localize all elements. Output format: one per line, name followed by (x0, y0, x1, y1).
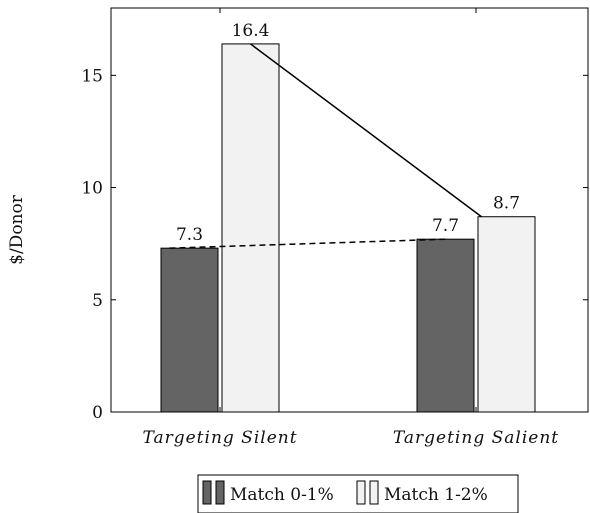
legend-swatch-match-1-2-b (369, 480, 379, 505)
data-label-match-1-2-targeting-salient: 8.7 (493, 194, 520, 214)
data-label-match-1-2-targeting-silent: 16.4 (232, 21, 270, 41)
bar-match-0-1-targeting-salient (416, 238, 475, 413)
y-tick-label: 15 (81, 66, 103, 86)
y-axis-label: $/Donor (7, 194, 27, 265)
y-tick-label: 10 (81, 179, 103, 199)
legend-swatch-match-0-1-b (215, 480, 225, 505)
plot-frame (110, 7, 589, 413)
legend-label-match-1-2: Match 1-2% (384, 485, 488, 505)
legend-label-match-0-1: Match 0-1% (230, 485, 334, 505)
y-tick-label: 0 (92, 403, 103, 423)
y-tick-label: 5 (92, 291, 103, 311)
bar-match-1-2-targeting-silent (221, 43, 280, 413)
plot-area: 0 5 10 15 Targeting Silent Targeting Salient 7… (81, 7, 589, 448)
legend: Match 0-1% Match 1-2% (197, 474, 519, 513)
connector-line-match-0-1 (169, 238, 447, 249)
bar-match-1-2-targeting-salient (477, 216, 536, 413)
data-label-match-0-1-targeting-silent: 7.3 (176, 225, 203, 245)
legend-swatch-match-0-1-a (202, 480, 212, 505)
legend-frame (197, 474, 519, 513)
x-tick-label-targeting-silent: Targeting Silent (142, 428, 297, 448)
connector-line-match-1-2 (250, 43, 482, 218)
x-tick-label-targeting-salient: Targeting Salient (393, 428, 559, 448)
legend-swatch-match-1-2-a (356, 480, 366, 505)
data-label-match-0-1-targeting-salient: 7.7 (432, 216, 459, 236)
bar-match-0-1-targeting-silent (160, 247, 219, 413)
